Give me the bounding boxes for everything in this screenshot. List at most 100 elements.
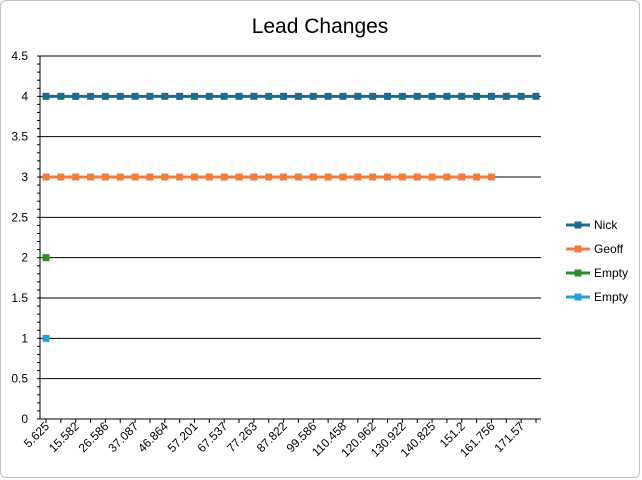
data-point — [428, 92, 436, 100]
data-point — [369, 92, 377, 100]
data-point — [161, 173, 169, 181]
y-tick-label: 4.5 — [11, 49, 28, 63]
data-point — [205, 92, 213, 100]
x-tick-label: 171.57 — [491, 419, 527, 455]
y-tick-label: 0.5 — [11, 372, 28, 386]
data-point — [384, 92, 392, 100]
gridlines — [40, 55, 541, 380]
data-point — [294, 92, 302, 100]
data-point — [339, 173, 347, 181]
data-point — [190, 92, 198, 100]
legend-label: Empty — [594, 266, 628, 280]
x-tick-label: 26.586 — [76, 419, 112, 455]
axes: 00.511.522.533.544.55.62515.58226.58637.… — [11, 49, 541, 460]
series-3 — [42, 334, 50, 342]
y-tick-label: 3.5 — [11, 130, 28, 144]
series-2 — [42, 254, 50, 262]
data-point — [443, 173, 451, 181]
data-point — [398, 92, 406, 100]
data-point — [176, 173, 184, 181]
y-tick-label: 1.5 — [11, 291, 28, 305]
data-point — [487, 173, 495, 181]
data-point — [101, 173, 109, 181]
series-1 — [42, 173, 495, 181]
data-point — [443, 92, 451, 100]
x-tick-label: 46.864 — [135, 419, 171, 455]
data-point — [517, 92, 525, 100]
data-point — [428, 173, 436, 181]
data-point — [190, 173, 198, 181]
data-point — [235, 92, 243, 100]
data-point — [413, 173, 421, 181]
data-point — [458, 173, 466, 181]
series-0 — [42, 92, 540, 100]
data-point — [131, 173, 139, 181]
legend-label: Nick — [594, 218, 618, 232]
data-point — [398, 173, 406, 181]
data-point — [87, 92, 95, 100]
data-point — [57, 92, 65, 100]
data-point — [42, 254, 50, 262]
data-point — [235, 173, 243, 181]
data-point — [384, 173, 392, 181]
data-point — [250, 92, 258, 100]
y-tick-label: 4 — [21, 89, 28, 103]
data-point — [205, 173, 213, 181]
data-point — [72, 92, 80, 100]
legend-item: Geoff — [566, 242, 624, 256]
data-point — [220, 92, 228, 100]
data-point — [324, 173, 332, 181]
data-point — [369, 173, 377, 181]
data-point — [116, 173, 124, 181]
data-point — [280, 92, 288, 100]
data-point — [473, 92, 481, 100]
data-point — [280, 173, 288, 181]
data-point — [309, 173, 317, 181]
data-point — [473, 173, 481, 181]
data-point — [116, 92, 124, 100]
data-point — [265, 92, 273, 100]
chart-title: Lead Changes — [252, 15, 389, 38]
data-point — [57, 173, 65, 181]
x-tick-label: 67.537 — [194, 419, 230, 455]
legend-item: Nick — [566, 218, 618, 232]
data-point — [161, 92, 169, 100]
y-tick-label: 3 — [21, 170, 28, 184]
data-point — [72, 173, 80, 181]
y-tick-label: 2.5 — [11, 210, 28, 224]
data-point — [87, 173, 95, 181]
legend-item: Empty — [566, 266, 628, 280]
x-tick-label: 77.263 — [224, 419, 260, 455]
data-point — [220, 173, 228, 181]
data-point — [101, 92, 109, 100]
data-point — [532, 92, 540, 100]
data-point — [42, 334, 50, 342]
legend-item: Empty — [566, 290, 628, 304]
data-point — [458, 92, 466, 100]
data-point — [131, 92, 139, 100]
data-point — [324, 92, 332, 100]
x-tick-label: 15.582 — [46, 419, 82, 455]
x-tick-label: 37.087 — [105, 419, 141, 455]
data-point — [487, 92, 495, 100]
data-point — [176, 92, 184, 100]
data-point — [502, 92, 510, 100]
data-point — [42, 173, 50, 181]
y-tick-label: 1 — [21, 331, 28, 345]
y-tick-label: 0 — [21, 412, 28, 426]
legend-marker — [574, 221, 582, 229]
data-point — [354, 173, 362, 181]
y-tick-label: 2 — [21, 251, 28, 265]
plot-area — [42, 92, 540, 342]
data-point — [354, 92, 362, 100]
data-point — [294, 173, 302, 181]
legend-label: Geoff — [594, 242, 624, 256]
data-point — [250, 173, 258, 181]
data-point — [309, 92, 317, 100]
legend: Nick Geoff Empty Empty — [566, 218, 628, 304]
data-point — [146, 92, 154, 100]
x-tick-label: 57.201 — [165, 419, 201, 455]
legend-label: Empty — [594, 290, 628, 304]
